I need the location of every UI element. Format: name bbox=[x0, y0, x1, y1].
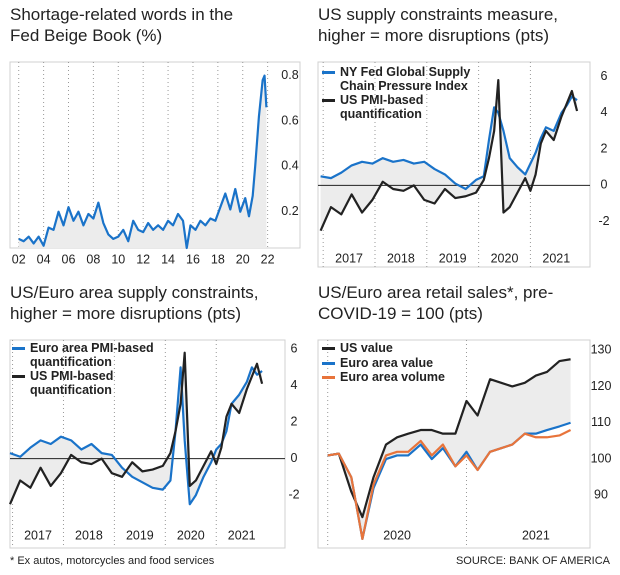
series-line bbox=[18, 74, 268, 250]
legend-swatch bbox=[322, 347, 335, 350]
x-tick-label: 14 bbox=[161, 252, 175, 266]
x-tick-label: 2020 bbox=[491, 251, 519, 265]
legend-entry: Euro area volume bbox=[322, 370, 492, 385]
y-tick-label: 120 bbox=[591, 379, 612, 393]
x-tick-label: 2020 bbox=[383, 528, 411, 542]
fill-area bbox=[10, 352, 263, 505]
series-line bbox=[327, 429, 572, 541]
legend-swatch bbox=[322, 376, 335, 379]
x-tick-label: 2020 bbox=[177, 528, 205, 542]
x-tick-label: 12 bbox=[136, 252, 150, 266]
plot-frame bbox=[317, 339, 591, 549]
plot-frame bbox=[317, 61, 591, 268]
y-tick-label: -2 bbox=[598, 214, 609, 228]
y-tick-label: 100 bbox=[591, 451, 612, 465]
y-tick-label: 2 bbox=[601, 141, 608, 155]
legend-swatch bbox=[322, 71, 335, 74]
legend-label: US value bbox=[340, 341, 393, 355]
x-tick-label: 2017 bbox=[24, 528, 52, 542]
series-line bbox=[319, 79, 579, 232]
x-tick-label: 18 bbox=[211, 252, 225, 266]
y-tick-label: 0 bbox=[601, 178, 608, 192]
legend-label: US PMI-based quantification bbox=[340, 93, 424, 121]
chart-title: US supply constraints measure, higher = … bbox=[318, 5, 558, 45]
y-tick-label: 4 bbox=[291, 378, 298, 392]
legend: NY Fed Global Supply Chain Pressure Inde… bbox=[322, 65, 492, 122]
x-tick-label: 2019 bbox=[126, 528, 154, 542]
y-tick-label: 130 bbox=[591, 342, 612, 356]
y-tick-label: 0.4 bbox=[281, 159, 298, 173]
legend: US value Euro area value Euro area volume bbox=[322, 341, 492, 386]
legend-entry: US value bbox=[322, 341, 492, 356]
legend-entry: NY Fed Global Supply Chain Pressure Inde… bbox=[322, 65, 492, 93]
y-tick-label: 0.8 bbox=[281, 68, 298, 82]
legend-swatch bbox=[322, 361, 335, 365]
y-tick-label: 110 bbox=[591, 415, 611, 429]
y-tick-label: 2 bbox=[291, 414, 298, 428]
x-tick-label: 16 bbox=[186, 252, 200, 266]
x-tick-label: 2018 bbox=[387, 251, 415, 265]
legend-label: Euro area PMI-based quantification bbox=[30, 341, 154, 369]
x-tick-label: 08 bbox=[86, 252, 100, 266]
legend-label: Euro area value bbox=[340, 355, 434, 370]
y-tick-label: 0 bbox=[291, 451, 298, 465]
legend-swatch bbox=[12, 375, 25, 378]
source: SOURCE: BANK OF AMERICA bbox=[455, 555, 610, 567]
series-line bbox=[9, 366, 263, 506]
footnote: * Ex autos, motorcycles and food service… bbox=[10, 555, 215, 567]
x-tick-label: 04 bbox=[37, 252, 51, 266]
y-tick-label: -2 bbox=[288, 487, 299, 501]
y-tick-label: 6 bbox=[291, 341, 298, 355]
y-tick-label: 0.2 bbox=[281, 204, 298, 218]
y-tick-label: 0.6 bbox=[281, 113, 298, 127]
y-tick-label: 4 bbox=[601, 105, 608, 119]
legend-entry: Euro area value bbox=[322, 355, 492, 371]
x-tick-label: 2021 bbox=[522, 528, 550, 542]
legend: Euro area PMI-based quantification US PMI… bbox=[12, 341, 182, 398]
plot-frame bbox=[9, 339, 286, 549]
x-tick-label: 10 bbox=[111, 252, 125, 266]
chart-title: US/Euro area supply constraints, higher … bbox=[10, 283, 259, 323]
legend-swatch bbox=[12, 347, 25, 350]
x-tick-label: 2017 bbox=[335, 251, 363, 265]
legend-swatch bbox=[322, 99, 335, 102]
x-tick-label: 2021 bbox=[228, 528, 256, 542]
chart-title: Shortage-related words in the Fed Beige … bbox=[10, 5, 234, 45]
y-tick-label: 6 bbox=[601, 69, 608, 83]
x-tick-label: 02 bbox=[12, 252, 26, 266]
x-tick-label: 2019 bbox=[439, 251, 467, 265]
x-tick-label: 2018 bbox=[75, 528, 103, 542]
legend-entry: Euro area PMI-based quantification bbox=[12, 341, 182, 369]
legend-entry: US PMI-based quantification bbox=[12, 369, 182, 397]
x-tick-label: 06 bbox=[62, 252, 76, 266]
legend-label: NY Fed Global Supply Chain Pressure Inde… bbox=[340, 65, 471, 93]
x-tick-label: 20 bbox=[236, 252, 250, 266]
chart-title: US/Euro area retail sales*, pre-COVID-19… bbox=[318, 283, 554, 323]
fill-area bbox=[327, 359, 571, 539]
series-line bbox=[327, 358, 571, 519]
x-tick-label: 2021 bbox=[542, 251, 570, 265]
fill-area bbox=[320, 80, 578, 231]
legend-entry: US PMI-based quantification bbox=[322, 93, 492, 121]
fill-area bbox=[18, 75, 267, 248]
series-line bbox=[8, 351, 264, 505]
legend-label: Euro area volume bbox=[340, 370, 445, 384]
x-tick-label: 22 bbox=[261, 252, 275, 266]
legend-label: US PMI-based quantification bbox=[30, 369, 114, 397]
y-tick-label: 90 bbox=[594, 488, 608, 502]
